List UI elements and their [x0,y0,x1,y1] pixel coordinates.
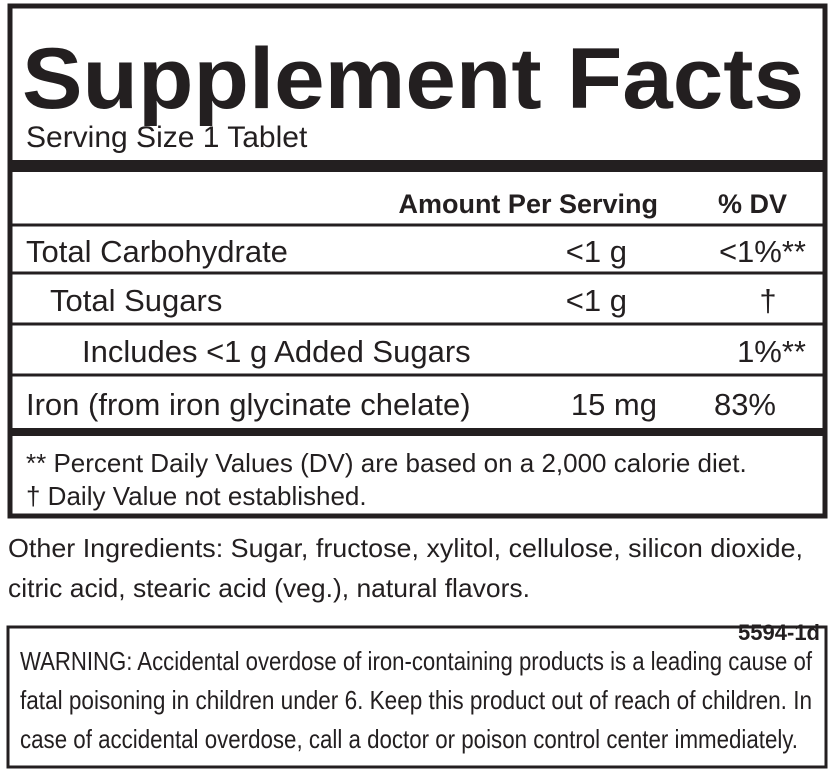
nutrient-name: Total Sugars [50,283,222,318]
title: Supplement Facts [22,31,804,127]
nutrient-name: Includes <1 g Added Sugars [82,334,471,369]
thick-rule [10,160,825,172]
nutrient-amount: <1 g [566,234,627,269]
warning-line: WARNING: Accidental overdose of iron-con… [20,646,813,676]
nutrient-dv: 1%** [737,334,806,369]
row-rule [10,271,825,275]
nutrient-dv: <1%** [719,234,806,269]
nutrient-dv: † [759,283,776,318]
column-header: Amount Per Serving [398,189,658,219]
row-rule [10,373,825,377]
other-ingredients: Other Ingredients: Sugar, fructose, xyli… [8,533,803,563]
nutrient-dv: 83% [714,387,776,422]
warning-box [6,625,828,769]
nutrient-name: Total Carbohydrate [26,234,288,269]
serving-size: Serving Size 1 Tablet [26,121,308,154]
nutrient-amount: <1 g [566,283,627,318]
footnote: † Daily Value not established. [26,481,367,511]
warning-line: case of accidental overdose, call a doct… [20,724,798,754]
column-header: % DV [718,189,787,219]
warning-line: fatal poisoning in children under 6. Kee… [20,685,812,715]
thick-rule [10,428,825,436]
product-code: 5594-1d [738,620,820,645]
facts-box [7,3,828,519]
footnote: ** Percent Daily Values (DV) are based o… [26,448,747,478]
row-rule [10,223,825,227]
nutrient-name: Iron (from iron glycinate chelate) [26,387,471,422]
row-rule [10,322,825,326]
nutrient-amount: 15 mg [571,387,657,422]
other-ingredients: citric acid, stearic acid (veg.), natura… [8,573,530,603]
